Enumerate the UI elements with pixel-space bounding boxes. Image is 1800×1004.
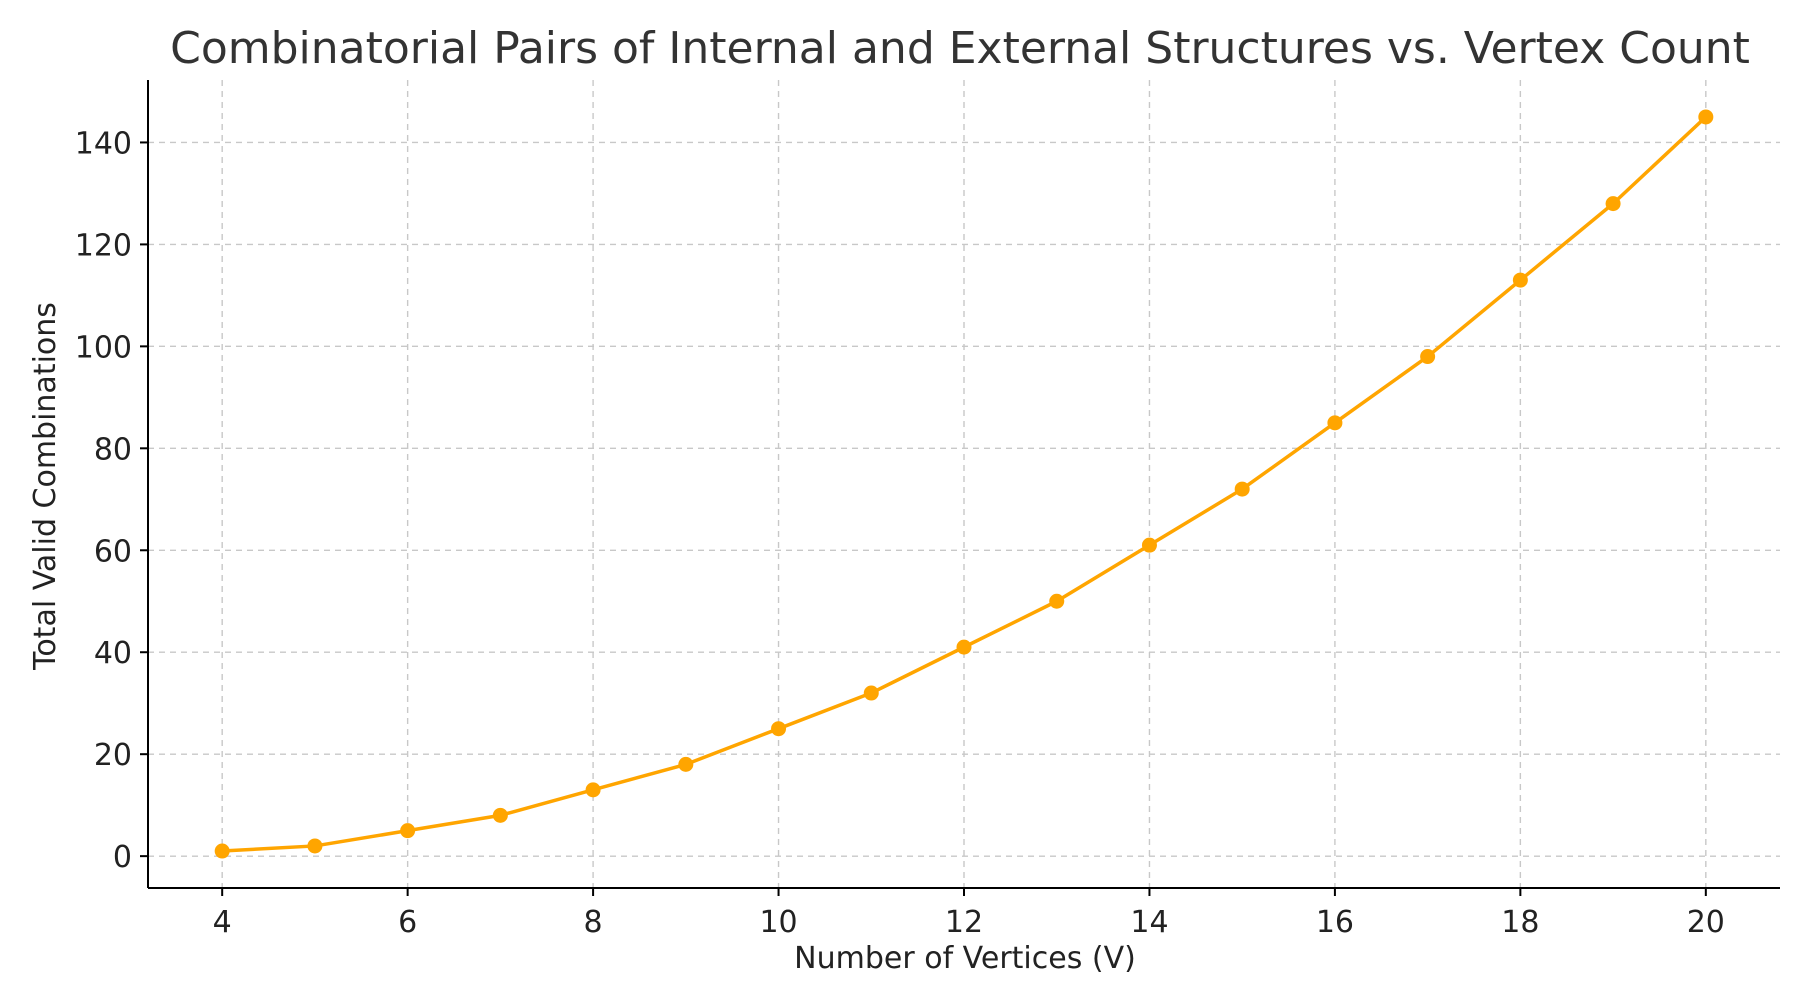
y-tick-label: 40: [94, 636, 132, 671]
y-tick-label: 100: [75, 330, 132, 365]
axes: [140, 80, 1780, 896]
x-tick-label: 14: [1130, 905, 1168, 940]
x-tick-label: 8: [584, 905, 603, 940]
data-point: [492, 807, 508, 823]
y-axis-label: Total Valid Combinations: [28, 302, 63, 671]
data-point: [1698, 109, 1714, 125]
chart-title: Combinatorial Pairs of Internal and Exte…: [170, 23, 1750, 74]
x-tick-label: 20: [1687, 905, 1725, 940]
data-point: [863, 685, 879, 701]
x-tick-label: 16: [1316, 905, 1354, 940]
data-point: [956, 639, 972, 655]
data-point: [678, 756, 694, 772]
data-point: [400, 823, 416, 839]
x-tick-label: 6: [398, 905, 417, 940]
x-tick-label: 4: [213, 905, 232, 940]
y-tick-label: 140: [75, 126, 132, 161]
x-tick-label: 18: [1501, 905, 1539, 940]
tick-labels: 4 6 8 10 12 14 16 18 20 0 20 40 60 80 100 120 140: [75, 126, 1725, 940]
x-tick-label: 10: [759, 905, 797, 940]
data-point: [307, 838, 323, 854]
y-tick-label: 120: [75, 228, 132, 263]
x-tick-label: 12: [945, 905, 983, 940]
y-tick-label: 80: [94, 432, 132, 467]
data-point: [1327, 415, 1343, 431]
data-point: [1141, 537, 1157, 553]
data-point: [1605, 196, 1621, 212]
data-series: [214, 109, 1714, 859]
y-tick-label: 60: [94, 534, 132, 569]
grid-lines: [148, 80, 1780, 888]
data-point: [214, 843, 230, 859]
data-point: [1049, 593, 1065, 609]
y-tick-label: 20: [94, 738, 132, 773]
data-point: [1420, 349, 1436, 365]
y-tick-label: 0: [113, 840, 132, 875]
data-point: [771, 721, 787, 737]
data-point: [1234, 481, 1250, 497]
data-point: [1512, 272, 1528, 288]
data-point: [585, 782, 601, 798]
x-axis-label: Number of Vertices (V): [794, 941, 1136, 976]
